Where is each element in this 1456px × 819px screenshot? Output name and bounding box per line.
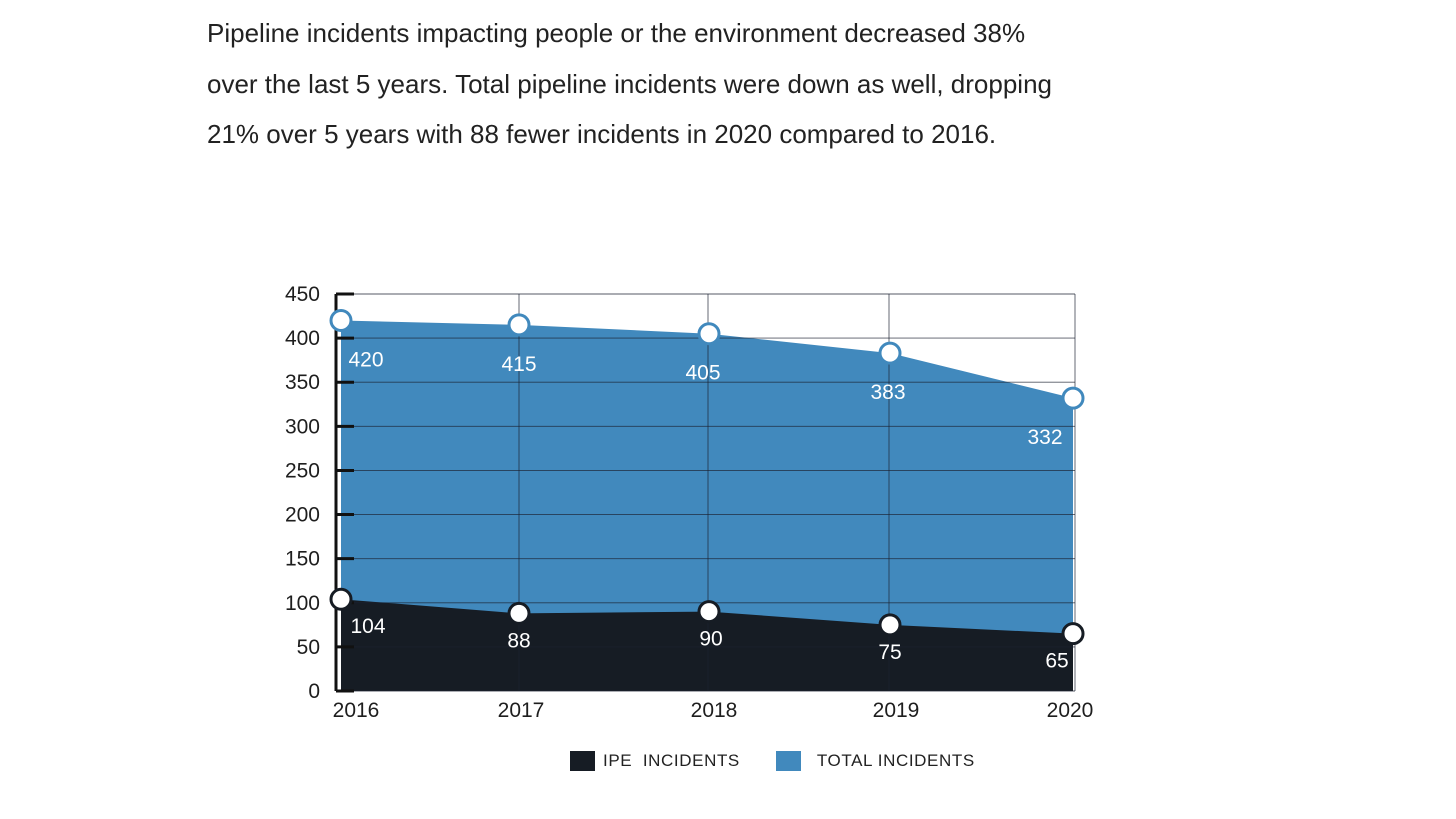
x-tick-label: 2020 — [1047, 699, 1094, 722]
ipe-incidents-data-label: 88 — [507, 629, 530, 652]
intro-line-1: Pipeline incidents impacting people or t… — [207, 18, 1026, 48]
legend-swatch-total — [775, 751, 801, 771]
total-incidents-point — [1061, 386, 1085, 410]
intro-line-3: 21% over 5 years with 88 fewer incidents… — [207, 119, 997, 149]
y-tick-label: 150 — [285, 548, 320, 571]
x-tick-label: 2018 — [691, 699, 738, 722]
total-incidents-data-label: 405 — [685, 362, 720, 385]
x-tick-label: 2019 — [873, 699, 920, 722]
y-tick-label: 100 — [285, 592, 320, 615]
total-incidents-data-label: 415 — [501, 353, 536, 376]
total-incidents-point — [697, 322, 721, 346]
ipe-incidents-point — [1061, 622, 1085, 646]
total-incidents-data-label: 420 — [348, 348, 383, 371]
y-tick-label: 350 — [285, 371, 320, 394]
ipe-incidents-data-label: 90 — [699, 628, 722, 651]
ipe-incidents-point — [878, 613, 902, 637]
intro-line-2: over the last 5 years. Total pipeline in… — [207, 68, 1052, 99]
x-tick-label: 2017 — [498, 699, 545, 722]
ipe-incidents-data-label: 104 — [350, 615, 385, 638]
legend-label-ipe: IPE INCIDENTS — [603, 751, 740, 770]
total-incidents-data-label: 383 — [870, 381, 905, 404]
chart-legend: IPE INCIDENTS TOTAL INCIDENTS — [570, 751, 975, 771]
y-tick-label: 50 — [297, 636, 320, 659]
ipe-incidents-data-label: 65 — [1045, 650, 1068, 673]
intro-paragraph: Pipeline incidents impacting people or t… — [207, 8, 1207, 160]
legend-item-total: TOTAL INCIDENTS — [775, 751, 975, 771]
ipe-incidents-data-label: 75 — [878, 641, 901, 664]
total-incidents-data-label: 332 — [1027, 426, 1062, 449]
y-tick-label: 450 — [285, 283, 320, 306]
legend-item-ipe: IPE INCIDENTS — [570, 751, 740, 771]
legend-swatch-ipe — [570, 751, 595, 771]
total-incidents-point — [507, 313, 531, 337]
y-tick-label: 0 — [308, 680, 320, 703]
legend-label-total: TOTAL INCIDENTS — [816, 751, 975, 770]
total-incidents-point — [329, 308, 353, 332]
y-tick-label: 400 — [285, 327, 320, 350]
y-tick-label: 300 — [285, 415, 320, 438]
ipe-incidents-point — [697, 600, 721, 624]
total-incidents-area — [341, 320, 1073, 691]
ipe-incidents-point — [507, 601, 531, 625]
x-tick-label: 2016 — [333, 699, 380, 722]
y-tick-label: 250 — [285, 459, 320, 482]
total-incidents-point — [878, 341, 902, 365]
y-tick-label: 200 — [285, 504, 320, 527]
ipe-incidents-point — [329, 587, 353, 611]
